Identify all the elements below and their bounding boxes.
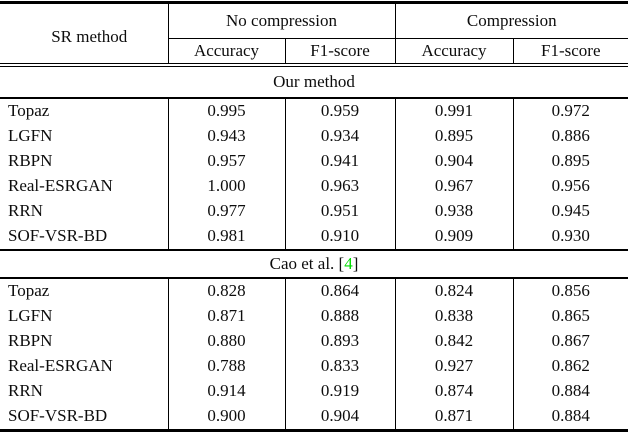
metric-value: 0.900 (167, 404, 285, 431)
section-title-cao-prefix: Cao et al. [ (269, 253, 345, 273)
method-name: SOF-VSR-BD (8, 226, 108, 246)
method-name: Topaz (8, 101, 50, 121)
method-name: RBPN (8, 151, 53, 171)
method-name: RRN (8, 381, 43, 401)
metric-value: 0.871 (167, 304, 285, 329)
metric-value: 0.945 (512, 199, 628, 224)
metric-value: 0.824 (394, 278, 513, 304)
metric-value: 0.977 (167, 199, 285, 224)
metric-value: 0.909 (394, 224, 513, 250)
metric-value: 0.893 (284, 329, 395, 354)
metric-value: 0.951 (284, 199, 395, 224)
metric-value: 0.972 (512, 98, 628, 124)
method-name: RBPN (8, 331, 53, 351)
metric-value: 0.874 (394, 379, 513, 404)
metric-value: 0.956 (512, 174, 628, 199)
column-group-no-compression: No compression (167, 2, 395, 39)
metric-value: 0.895 (512, 149, 628, 174)
column-header-sr-method: SR method (0, 2, 168, 67)
metric-value: 0.842 (394, 329, 513, 354)
metric-value: 0.904 (284, 404, 395, 431)
metric-value: 0.927 (394, 354, 513, 379)
section-title-our-method: Our method (0, 64, 628, 99)
metric-value: 0.862 (512, 354, 628, 379)
table-row: LGFN 0.943 0.934 0.895 0.886 (0, 124, 628, 149)
table-row: Topaz 0.828 0.864 0.824 0.856 (0, 278, 628, 304)
method-name: LGFN (8, 306, 53, 326)
metric-value: 0.884 (512, 404, 628, 431)
metric-value: 0.941 (284, 149, 395, 174)
header-row-metrics: Accuracy F1-score Accuracy F1-score (0, 38, 628, 67)
metric-value: 0.934 (284, 124, 395, 149)
column-header-accuracy-c: Accuracy (394, 38, 513, 67)
method-name: RRN (8, 201, 43, 221)
metric-value: 0.856 (512, 278, 628, 304)
metric-value: 0.938 (394, 199, 513, 224)
method-name: Topaz (8, 281, 50, 301)
metric-value: 0.991 (394, 98, 513, 124)
table-row: RBPN 0.957 0.941 0.904 0.895 (0, 149, 628, 174)
section-row-our-method: Our method (0, 64, 628, 99)
column-group-compression: Compression (394, 2, 628, 39)
metric-value: 0.864 (284, 278, 395, 304)
section-row-cao: Cao et al. [4] (0, 249, 628, 279)
table-row: RRN 0.914 0.919 0.874 0.884 (0, 379, 628, 404)
header-row-groups: SR method No compression Compression (0, 2, 628, 67)
metric-value: 0.967 (394, 174, 513, 199)
table-row: LGFN 0.871 0.888 0.838 0.865 (0, 304, 628, 329)
metric-value: 0.880 (167, 329, 285, 354)
metric-value: 0.871 (394, 404, 513, 431)
metric-value: 0.930 (512, 224, 628, 250)
metric-value: 0.914 (167, 379, 285, 404)
column-header-f1-nc: F1-score (284, 38, 395, 67)
table-row: SOF-VSR-BD 0.981 0.910 0.909 0.930 (0, 224, 628, 250)
table-row: Topaz 0.995 0.959 0.991 0.972 (0, 98, 628, 124)
table-row: RRN 0.977 0.951 0.938 0.945 (0, 199, 628, 224)
metric-value: 0.919 (284, 379, 395, 404)
metric-value: 0.943 (167, 124, 285, 149)
table-row: Real-ESRGAN 1.000 0.963 0.967 0.956 (0, 174, 628, 199)
table-row: Real-ESRGAN 0.788 0.833 0.927 0.862 (0, 354, 628, 379)
metric-value: 0.884 (512, 379, 628, 404)
metric-value: 1.000 (167, 174, 285, 199)
method-name: Real-ESRGAN (8, 176, 113, 196)
method-name: SOF-VSR-BD (8, 406, 108, 426)
metric-value: 0.895 (394, 124, 513, 149)
metric-value: 0.865 (512, 304, 628, 329)
column-header-accuracy-nc: Accuracy (167, 38, 285, 67)
metric-value: 0.981 (167, 224, 285, 250)
method-name: Real-ESRGAN (8, 356, 113, 376)
column-header-f1-c: F1-score (512, 38, 628, 67)
table-row: SOF-VSR-BD 0.900 0.904 0.871 0.884 (0, 404, 628, 431)
metric-value: 0.910 (284, 224, 395, 250)
metric-value: 0.886 (512, 124, 628, 149)
method-name: LGFN (8, 126, 53, 146)
metric-value: 0.838 (394, 304, 513, 329)
section-title-cao-suffix: ] (352, 253, 359, 273)
metric-value: 0.828 (167, 278, 285, 304)
metric-value: 0.867 (512, 329, 628, 354)
metric-value: 0.995 (167, 98, 285, 124)
citation-link[interactable]: 4 (344, 253, 353, 273)
metric-value: 0.963 (284, 174, 395, 199)
metric-value: 0.957 (167, 149, 285, 174)
metric-value: 0.888 (284, 304, 395, 329)
table-row: RBPN 0.880 0.893 0.842 0.867 (0, 329, 628, 354)
metric-value: 0.833 (284, 354, 395, 379)
metric-value: 0.959 (284, 98, 395, 124)
section-title-cao: Cao et al. [4] (0, 249, 628, 279)
metric-value: 0.904 (394, 149, 513, 174)
metric-value: 0.788 (167, 354, 285, 379)
